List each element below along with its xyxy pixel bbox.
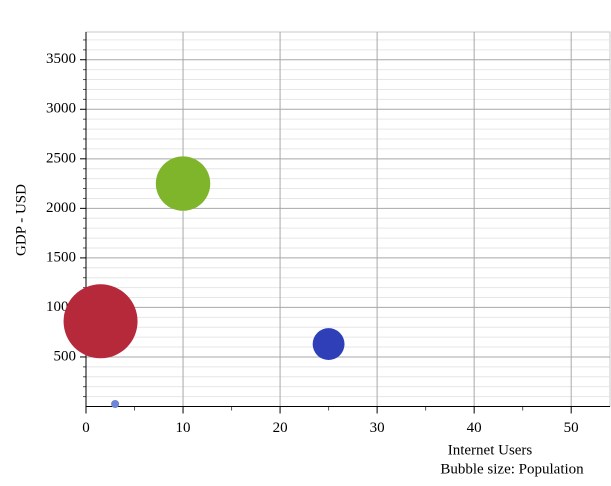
x-axis-label: Internet Users [448,442,533,458]
bubble [155,156,211,211]
size-label: Bubble size: Population [440,461,584,477]
y-tick-label: 500 [54,348,77,364]
x-tick-label: 30 [370,420,385,436]
x-tick-label: 0 [82,420,90,436]
y-tick-label: 1500 [46,249,76,265]
y-axis-label: GDP - USD [13,184,29,256]
bubble [312,328,345,361]
y-tick-label: 2500 [46,150,76,166]
y-tick-label: 2000 [46,200,76,216]
plot-area [85,31,611,407]
x-tick-label: 50 [564,420,579,436]
bubble [111,399,120,409]
x-tick-label: 20 [273,420,288,436]
bubble [63,284,138,359]
y-tick-label: 3000 [46,101,76,117]
x-tick-label: 40 [467,420,482,436]
x-tick-label: 10 [176,420,191,436]
y-tick-label: 3500 [46,51,76,67]
